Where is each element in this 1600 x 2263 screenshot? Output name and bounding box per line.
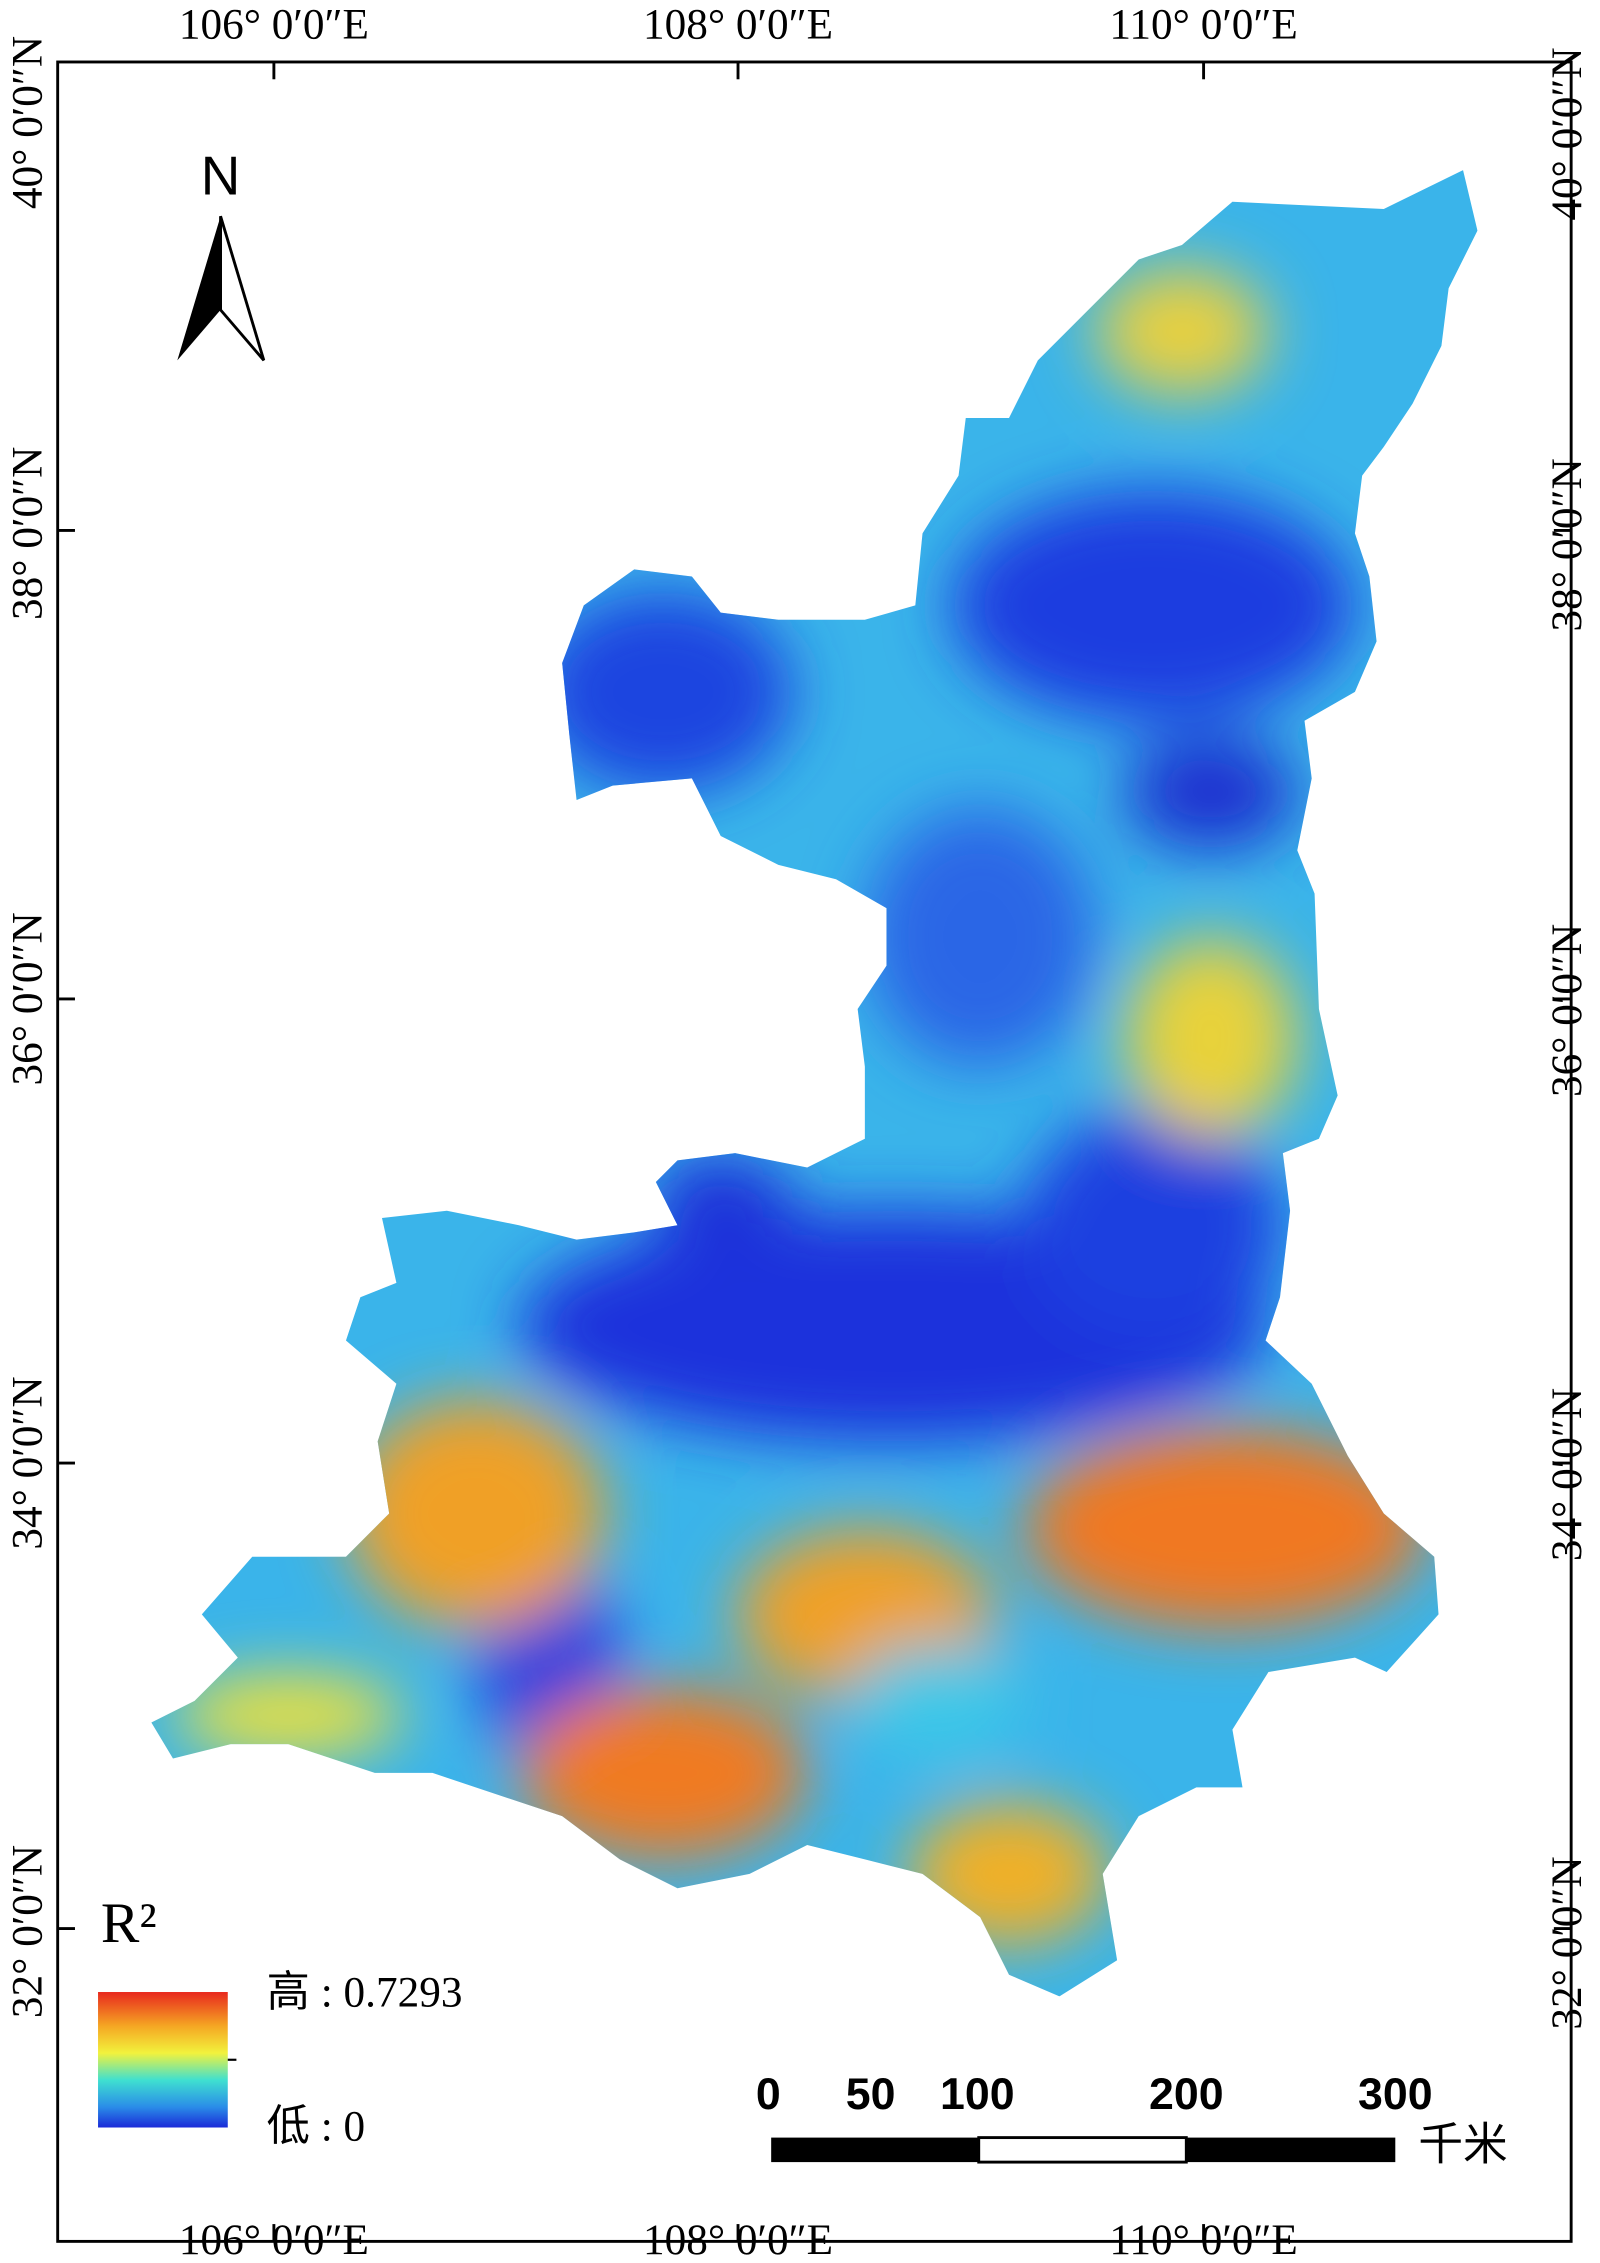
scale-label: 50 (846, 2070, 896, 2119)
lon-label-bottom: 108° 0′0″E (643, 2216, 833, 2263)
map-frame (56, 60, 1573, 2243)
lat-label-left: 34° 0′0″N (4, 1376, 52, 1549)
lat-label-right: 40° 0′0″N (1543, 47, 1591, 220)
lon-label-top: 108° 0′0″E (643, 1, 833, 49)
lat-label-left: 38° 0′0″N (4, 447, 52, 620)
north-arrow: N (177, 145, 266, 362)
legend-title: R² (101, 1892, 157, 1955)
scale-label: 100 (940, 2070, 1015, 2119)
legend: R² 高 : 0.7293 低 : 0 (98, 1892, 462, 2150)
lat-label-left: 36° 0′0″N (4, 912, 52, 1085)
scale-unit: 千米 (1418, 2119, 1507, 2171)
frame-ticks (57, 61, 1572, 2242)
lat-label-left: 32° 0′0″N (4, 1845, 52, 2018)
legend-high: 高 : 0.7293 (267, 1968, 463, 2016)
r2-raster (151, 170, 1478, 1997)
lon-label-bottom: 106° 0′0″E (179, 2216, 369, 2263)
legend-ramp (98, 1992, 228, 2128)
lat-label-right: 34° 0′0″N (1543, 1388, 1591, 1561)
lat-label-right: 38° 0′0″N (1543, 458, 1591, 631)
lon-label-top: 110° 0′0″E (1109, 1, 1297, 49)
scale-bar: 千米 (771, 2119, 1508, 2171)
lon-label-top: 106° 0′0″E (179, 1, 369, 49)
lat-label-right: 36° 0′0″N (1543, 924, 1591, 1097)
scale-label: 200 (1149, 2070, 1224, 2119)
scale-label: 0 (756, 2070, 781, 2119)
legend-low: 低 : 0 (267, 2102, 365, 2150)
north-label: N (201, 145, 241, 207)
lat-label-left: 40° 0′0″N (4, 36, 52, 209)
lat-label-right: 32° 0′0″N (1543, 1856, 1591, 2029)
scale-label: 300 (1358, 2070, 1433, 2119)
lon-label-bottom: 110° 0′0″E (1109, 2216, 1297, 2263)
